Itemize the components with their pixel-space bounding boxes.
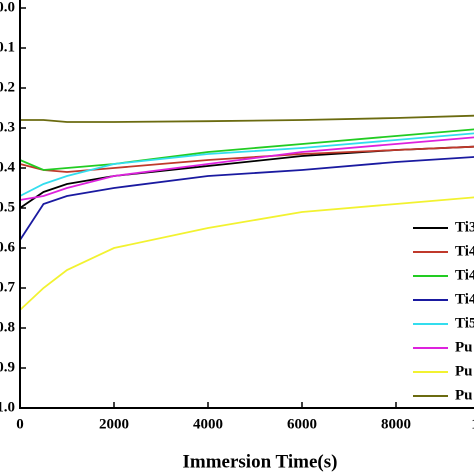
y-tick-label: -0.4 [0, 159, 15, 175]
y-tick-label: -0.7 [0, 279, 15, 295]
series-line [19, 196, 474, 311]
y-tick-label: -0.9 [0, 359, 15, 375]
y-tick-label: -0.6 [0, 239, 15, 255]
x-tick-label: 8000 [381, 416, 411, 432]
legend-label: Pu [455, 363, 473, 379]
series-line [19, 132, 474, 197]
legend-label: Ti5 [455, 315, 474, 331]
legend-label: Ti4 [455, 291, 474, 307]
y-tick-label: -0.8 [0, 319, 15, 335]
y-tick-label: -0.3 [0, 119, 15, 135]
legend-label: Ti3 [455, 219, 474, 235]
legend-label: Pu [455, 387, 473, 403]
x-tick-label: 0 [16, 416, 24, 432]
series-line [19, 156, 474, 241]
legend-label: Pu [455, 339, 473, 355]
series-line [20, 114, 474, 123]
x-tick-label: 10000 [471, 416, 474, 432]
y-tick-label: -0.5 [0, 199, 15, 215]
x-axis-label: Immersion Time(s) [183, 451, 338, 472]
plot-frame [19, 0, 474, 409]
y-tick-label: -0.2 [0, 79, 15, 95]
y-tick-label: 0.0 [0, 0, 15, 15]
series-line [19, 128, 474, 171]
x-tick-label: 6000 [287, 416, 317, 432]
y-tick-label: -0.1 [0, 39, 15, 55]
x-tick-label: 4000 [193, 416, 223, 432]
legend-label: Ti4 [455, 243, 474, 259]
legend-label: Ti4 [455, 267, 474, 283]
y-tick-label: -1.0 [0, 399, 15, 415]
series-line [19, 136, 474, 201]
series-line [19, 145, 474, 209]
x-tick-label: 2000 [99, 416, 129, 432]
